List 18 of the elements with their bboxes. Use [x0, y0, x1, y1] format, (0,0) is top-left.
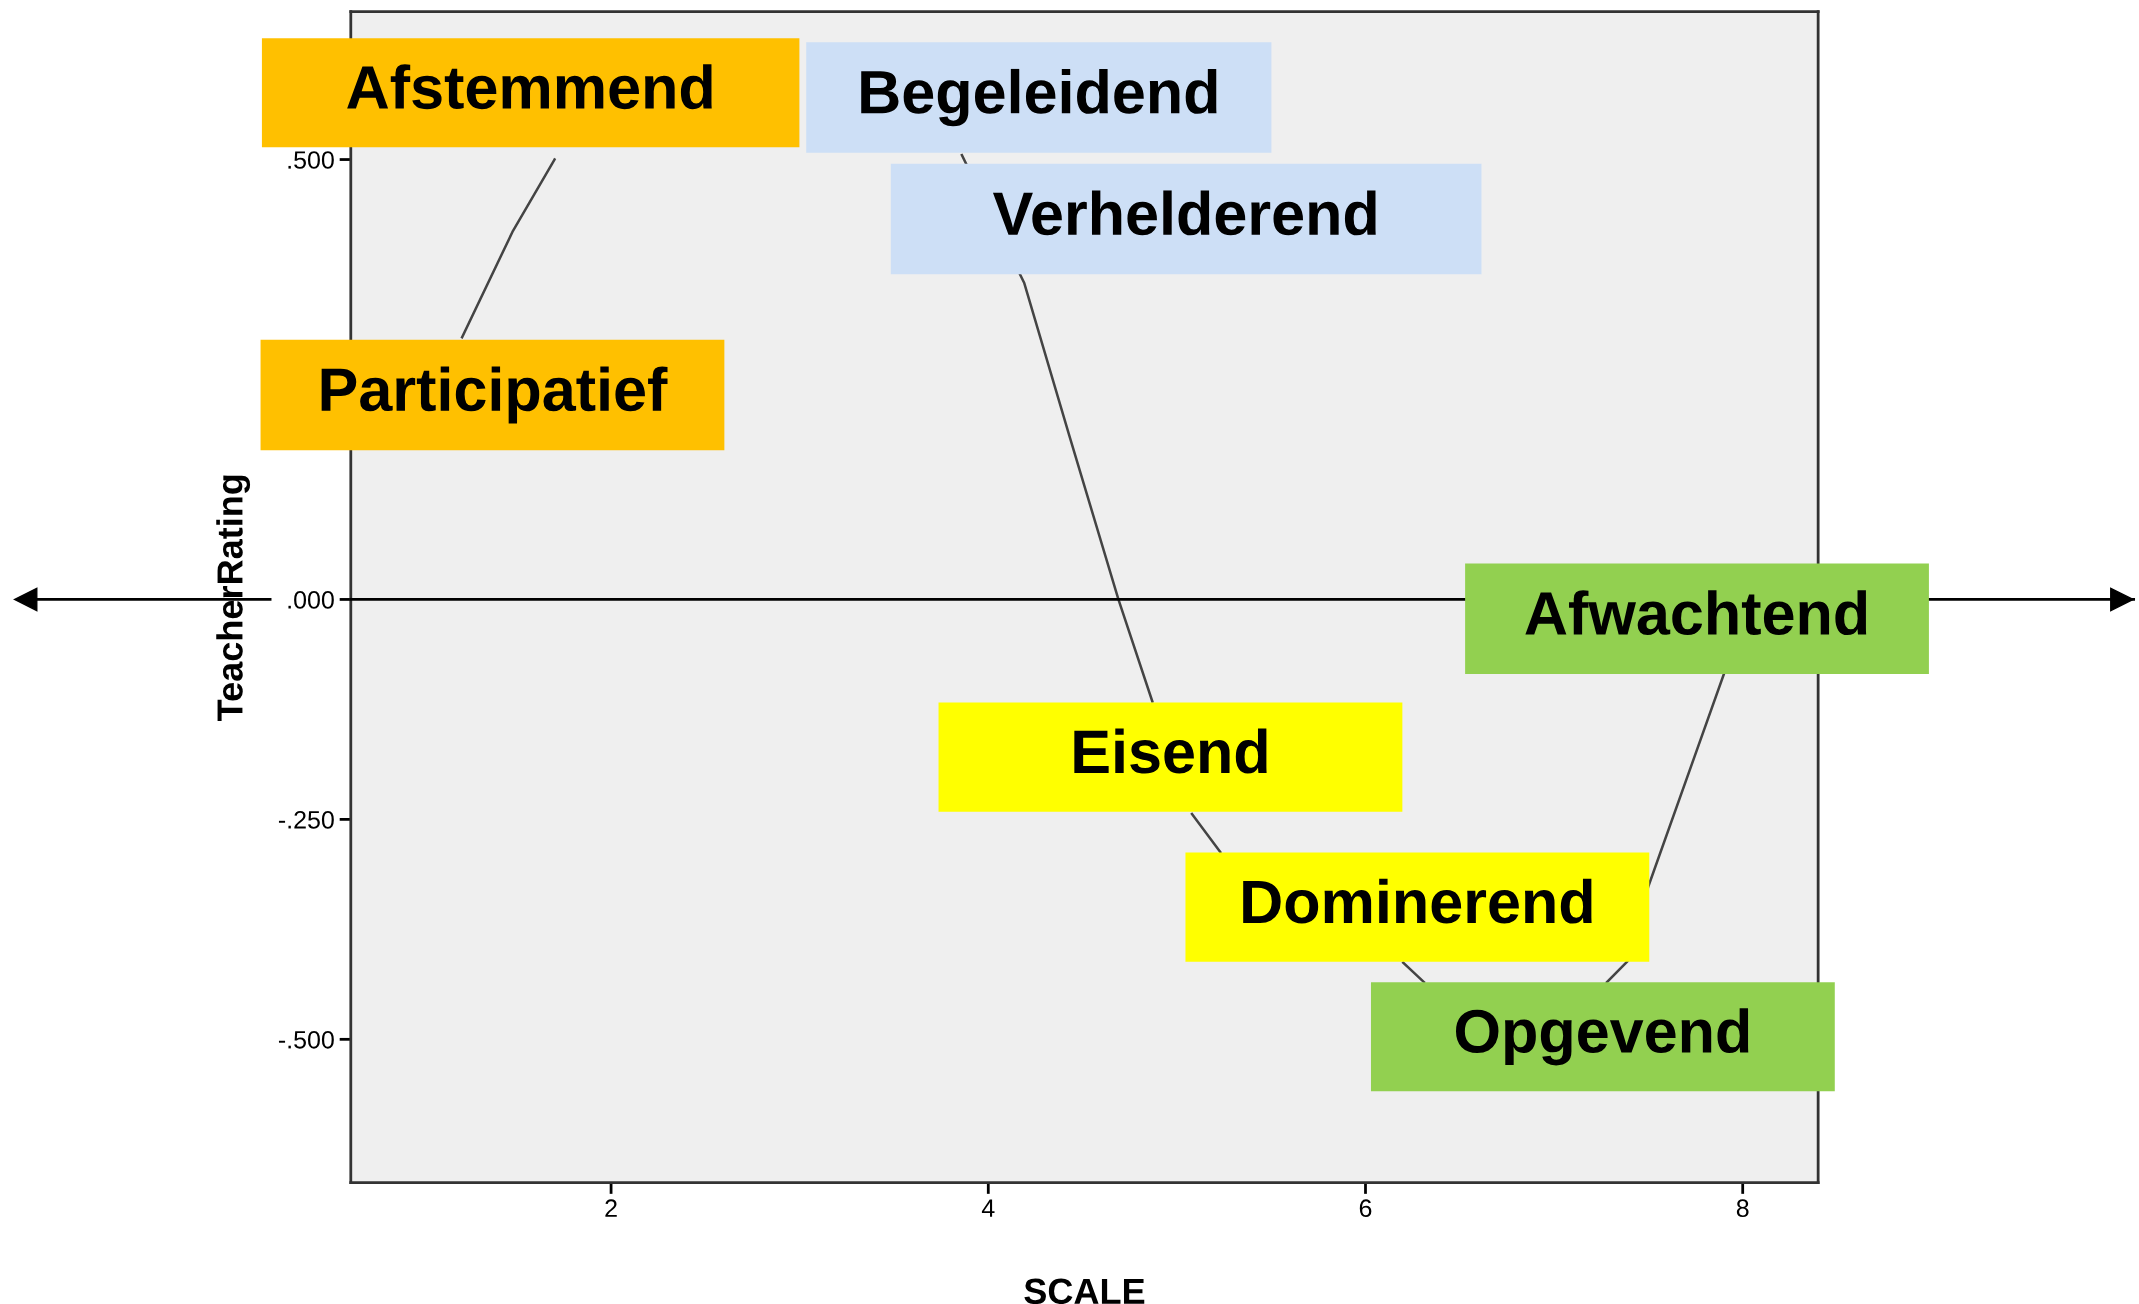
annotation: Opgevend [1456, 1008, 1749, 1066]
x-tick-label: 4 [981, 1199, 995, 1217]
x-tick-label: 6 [1359, 1199, 1372, 1218]
annotation: Begeleidend [861, 68, 1217, 127]
annotation: Eisend [1074, 728, 1267, 774]
x-tick-label: 2 [605, 1199, 617, 1217]
y-tick-label: -.250 [278, 810, 334, 829]
y-tick-label: -.500 [278, 1030, 334, 1049]
annotation: Afstemmend [347, 64, 712, 110]
annotation: Participatief [321, 366, 668, 424]
y-tick-label: .500 [288, 151, 334, 169]
y-tick-label: .000 [288, 591, 334, 609]
y-axis-title: TeacherRating [216, 475, 251, 721]
annotation: Afwachtend [1525, 590, 1867, 636]
annotation: Dominerend [1243, 878, 1592, 924]
annotation: Verhelderend [992, 190, 1376, 236]
x-tick-label: 8 [1736, 1199, 1749, 1218]
x-axis-title: SCALE [1024, 1278, 1145, 1304]
